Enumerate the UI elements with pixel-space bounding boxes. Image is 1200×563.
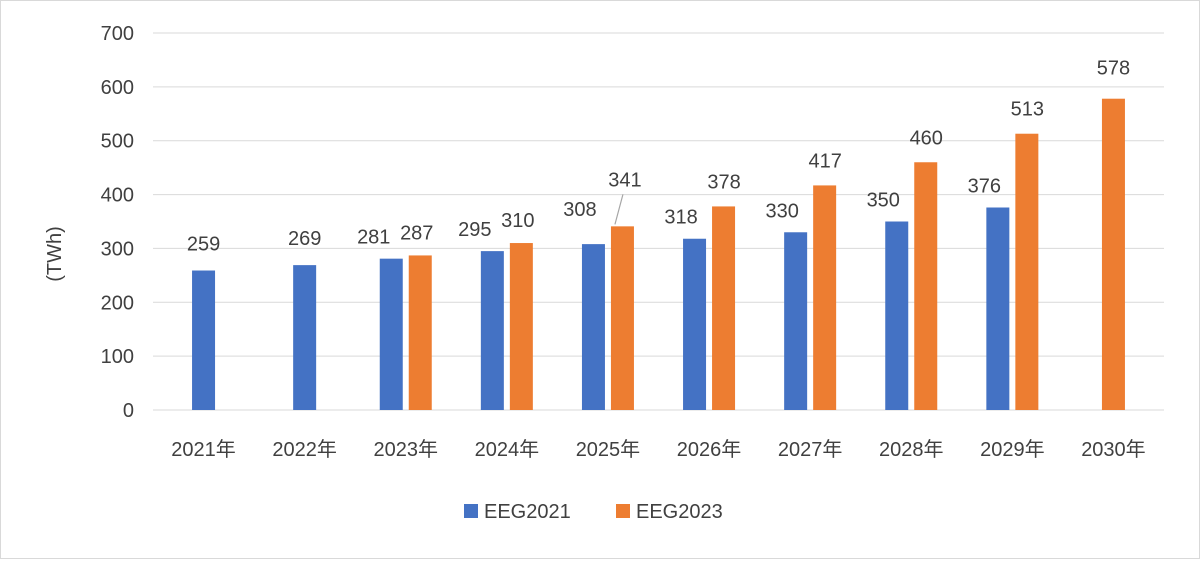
y-tick-label: 600 xyxy=(101,77,134,99)
y-axis-ticks: 0 100 200 300 400 500 600 700 xyxy=(101,23,134,422)
data-label-eeg2021: 259 xyxy=(187,234,220,256)
bar-eeg2021-2026年 xyxy=(683,238,707,410)
data-label-eeg2021: 350 xyxy=(867,190,900,212)
y-tick-label: 200 xyxy=(101,292,134,314)
x-axis-ticks: 2021年 2022年 2023年 2024年 2025年 2026年 2027年 2028年… xyxy=(171,438,1145,461)
bar-eeg2021-2024年 xyxy=(480,251,504,410)
bar-eeg2023-2027年 xyxy=(813,185,837,410)
x-tick-label: 2024年 xyxy=(475,438,540,461)
legend-label-eeg2021: EEG2021 xyxy=(484,501,571,523)
data-label-eeg2023: 513 xyxy=(1011,99,1044,121)
legend-label-eeg2023: EEG2023 xyxy=(636,501,723,523)
x-tick-label: 2027年 xyxy=(778,438,843,461)
x-tick-label: 2023年 xyxy=(374,438,439,461)
legend-swatch-eeg2023 xyxy=(616,504,630,518)
bar-eeg2023-2029年 xyxy=(1015,133,1039,410)
x-tick-label: 2021年 xyxy=(171,438,236,461)
leader-line xyxy=(614,194,624,225)
legend-swatch-eeg2021 xyxy=(464,504,478,518)
data-label-eeg2021: 376 xyxy=(968,175,1001,197)
data-label-eeg2023: 287 xyxy=(400,222,433,244)
y-tick-label: 300 xyxy=(101,238,134,260)
legend: EEG2021 EEG2023 xyxy=(464,501,723,523)
x-tick-label: 2026年 xyxy=(677,438,742,461)
data-label-eeg2021: 269 xyxy=(288,228,321,250)
y-tick-label: 400 xyxy=(101,185,134,207)
data-label-eeg2023: 378 xyxy=(707,171,740,193)
data-label-eeg2023: 341 xyxy=(608,169,641,191)
y-axis-label: (TWh) xyxy=(44,226,66,282)
bar-eeg2023-2023年 xyxy=(408,255,432,410)
y-tick-label: 100 xyxy=(101,346,134,368)
y-tick-label: 500 xyxy=(101,131,134,153)
data-label-eeg2023: 310 xyxy=(501,210,534,232)
data-label-eeg2021: 308 xyxy=(563,199,596,221)
x-tick-label: 2025年 xyxy=(576,438,641,461)
data-label-eeg2021: 330 xyxy=(765,200,798,222)
x-tick-label: 2022年 xyxy=(272,438,337,461)
bars xyxy=(192,98,1125,410)
bar-eeg2023-2028年 xyxy=(914,162,938,410)
data-label-eeg2021: 318 xyxy=(664,207,697,229)
bar-eeg2023-2026年 xyxy=(712,206,736,410)
x-tick-label: 2030年 xyxy=(1081,438,1146,461)
data-label-eeg2023: 417 xyxy=(808,150,841,172)
bar-eeg2021-2023年 xyxy=(379,258,403,410)
x-tick-label: 2029年 xyxy=(980,438,1045,461)
data-labels: 259 269 281 287 295 310 308 341 318 378 330 417 350 4… xyxy=(187,58,1130,256)
data-label-eeg2021: 281 xyxy=(357,227,390,249)
bar-eeg2021-2029年 xyxy=(986,207,1010,410)
gridlines xyxy=(153,32,1164,411)
bar-eeg2023-2024年 xyxy=(509,243,533,410)
x-tick-label: 2028年 xyxy=(879,438,944,461)
y-tick-label: 0 xyxy=(123,400,134,422)
y-tick-label: 700 xyxy=(101,23,134,45)
data-label-eeg2023: 460 xyxy=(910,127,943,149)
data-label-eeg2023: 578 xyxy=(1097,58,1130,80)
bar-eeg2021-2028年 xyxy=(885,221,909,410)
bar-eeg2021-2022年 xyxy=(293,265,317,410)
data-label-eeg2021: 295 xyxy=(458,219,491,241)
bar-eeg2023-2025年 xyxy=(610,226,634,410)
bar-eeg2023-2030年 xyxy=(1101,98,1125,410)
bar-eeg2021-2025年 xyxy=(581,244,605,410)
bar-eeg2021-2021年 xyxy=(192,270,216,410)
leader-lines xyxy=(614,194,624,225)
bar-eeg2021-2027年 xyxy=(784,232,808,410)
